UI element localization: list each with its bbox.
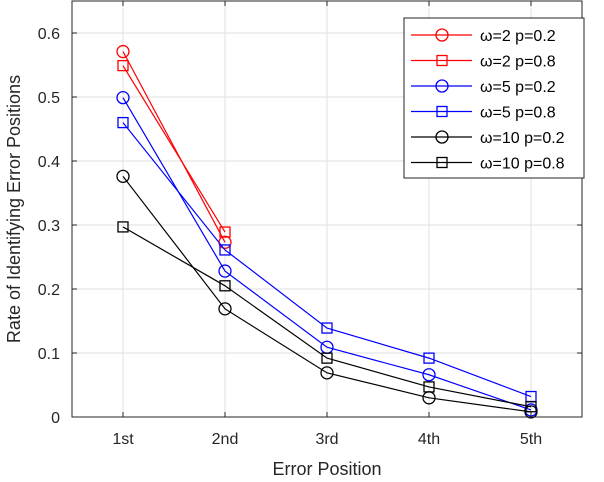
- y-tick-label: 0: [51, 410, 60, 427]
- x-axis-label: Error Position: [272, 459, 381, 479]
- legend-item: ω=5 p=0.8: [411, 105, 556, 122]
- series-line: [117, 116, 537, 403]
- x-tick-label: 3rd: [315, 431, 338, 448]
- series-line: [117, 221, 537, 413]
- series-line: [116, 169, 538, 419]
- y-tick-label: 0.3: [38, 218, 60, 235]
- y-tick-label: 0.5: [38, 90, 60, 107]
- x-tick-label: 4th: [418, 431, 440, 448]
- legend-label: ω=2 p=0.2: [480, 28, 556, 45]
- legend-item: ω=5 p=0.2: [411, 79, 556, 96]
- legend-label: ω=10 p=0.8: [480, 156, 565, 173]
- legend-item: ω=2 p=0.2: [411, 28, 556, 45]
- y-tick-label: 0.6: [38, 26, 60, 43]
- legend-item: ω=10 p=0.2: [411, 130, 565, 147]
- y-tick-label: 0.1: [38, 346, 60, 363]
- x-tick-label: 1st: [112, 431, 134, 448]
- legend-label: ω=5 p=0.8: [480, 105, 556, 122]
- data-series: [116, 44, 538, 419]
- y-axis-label: Rate of Identifying Error Positions: [4, 75, 24, 343]
- legend-label: ω=2 p=0.8: [480, 54, 556, 71]
- legend-label: ω=10 p=0.2: [480, 130, 565, 147]
- x-tick-label: 2nd: [212, 431, 239, 448]
- y-tick-label: 0.2: [38, 282, 60, 299]
- legend-label: ω=5 p=0.2: [480, 79, 556, 96]
- axis-ticks: 1st 2nd 3rd 4th 5th 0 0.1 0.2 0.3 0.4 0.5 0.6: [38, 1, 582, 448]
- y-tick-label: 0.4: [38, 154, 60, 171]
- x-tick-label: 5th: [520, 431, 542, 448]
- legend: ω=2 p=0.2 ω=2 p=0.8 ω=5 p=0.2 ω=5 p=0.8 ω=10…: [403, 17, 585, 179]
- series-line: [117, 59, 231, 238]
- legend-item: ω=2 p=0.8: [411, 54, 556, 71]
- legend-item: ω=10 p=0.8: [411, 156, 565, 173]
